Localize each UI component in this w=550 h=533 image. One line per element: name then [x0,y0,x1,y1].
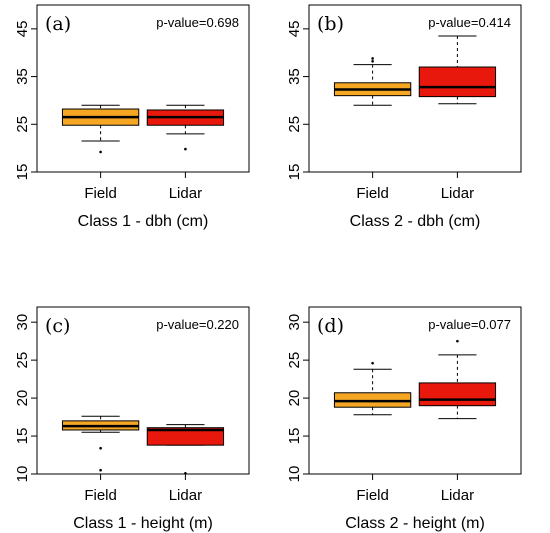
box-lidar [418,339,497,420]
box-lidar [146,424,225,475]
outlier-point [99,468,102,472]
y-tick-label: 20 [286,390,303,407]
box-iqr [146,427,225,446]
y-tick-label: 30 [14,314,31,331]
outlier-point [184,471,187,475]
x-axis-label: Class 1 - dbh (cm) [78,213,209,230]
y-tick-label: 15 [286,428,303,445]
plot-frame [36,4,250,173]
y-tick-label: 10 [14,466,31,483]
y-tick-label: 15 [14,428,31,445]
y-tick-label: 20 [14,390,31,407]
y-tick-label: 10 [286,466,303,483]
y-tick-label: 25 [14,352,31,369]
y-tick-label: 30 [286,314,303,331]
panel-1: 15 25 35 45 Field Lidar (a) p-value=0.698 Class … [14,4,250,230]
panel-label: (b) [317,13,344,35]
x-tick-label: Field [356,487,389,504]
x-tick-label: Lidar [441,487,474,504]
y-tick-label: 35 [286,68,303,85]
p-value-annotation: p-value=0.077 [428,317,511,332]
p-value-annotation: p-value=0.220 [156,317,239,332]
y-tick-label: 25 [14,116,31,133]
y-tick-label: 25 [286,116,303,133]
x-tick-label: Field [84,185,117,202]
plot-frame [308,4,522,173]
panel-3: 10 15 20 25 30 Field Lidar (c) p-value=0.220 Clas… [14,306,250,532]
x-tick-label: Lidar [169,487,202,504]
outlier-point [184,147,187,151]
x-tick-label: Field [356,185,389,202]
box-field [333,361,412,416]
panel-2: 15 25 35 45 Field Lidar (b) p-value=0.414 Class … [286,4,522,230]
x-tick-label: Lidar [441,185,474,202]
plot-frame [308,306,522,475]
panel-label: (c) [45,315,70,337]
outlier-point [99,446,102,450]
x-axis-label: Class 2 - height (m) [345,515,485,532]
panel-label: (a) [45,13,71,35]
outlier-point [371,57,374,60]
box-iqr [418,66,497,98]
y-tick-label: 25 [286,352,303,369]
p-value-annotation: p-value=0.414 [428,15,511,30]
x-axis-label: Class 2 - dbh (cm) [350,213,481,230]
panel-label: (d) [317,315,344,337]
outlier-point [456,339,459,343]
box-lidar [418,35,497,105]
x-tick-label: Lidar [169,185,202,202]
y-tick-label: 35 [14,68,31,85]
outlier-point [371,60,374,63]
outlier-point [99,150,102,154]
plot-frame [36,306,250,475]
y-tick-label: 45 [286,21,303,38]
panel-4: 10 15 20 25 30 Field Lidar (d) p-value=0.077 Clas… [286,306,522,532]
box-field [333,57,412,106]
x-tick-label: Field [84,487,117,504]
y-tick-label: 45 [14,21,31,38]
y-tick-label: 15 [286,164,303,181]
y-tick-label: 15 [14,164,31,181]
box-field [61,104,140,154]
box-field [61,415,140,472]
box-lidar [146,104,225,151]
p-value-annotation: p-value=0.698 [156,15,239,30]
x-axis-label: Class 1 - height (m) [73,515,213,532]
outlier-point [371,361,374,365]
box-iqr [418,382,497,407]
